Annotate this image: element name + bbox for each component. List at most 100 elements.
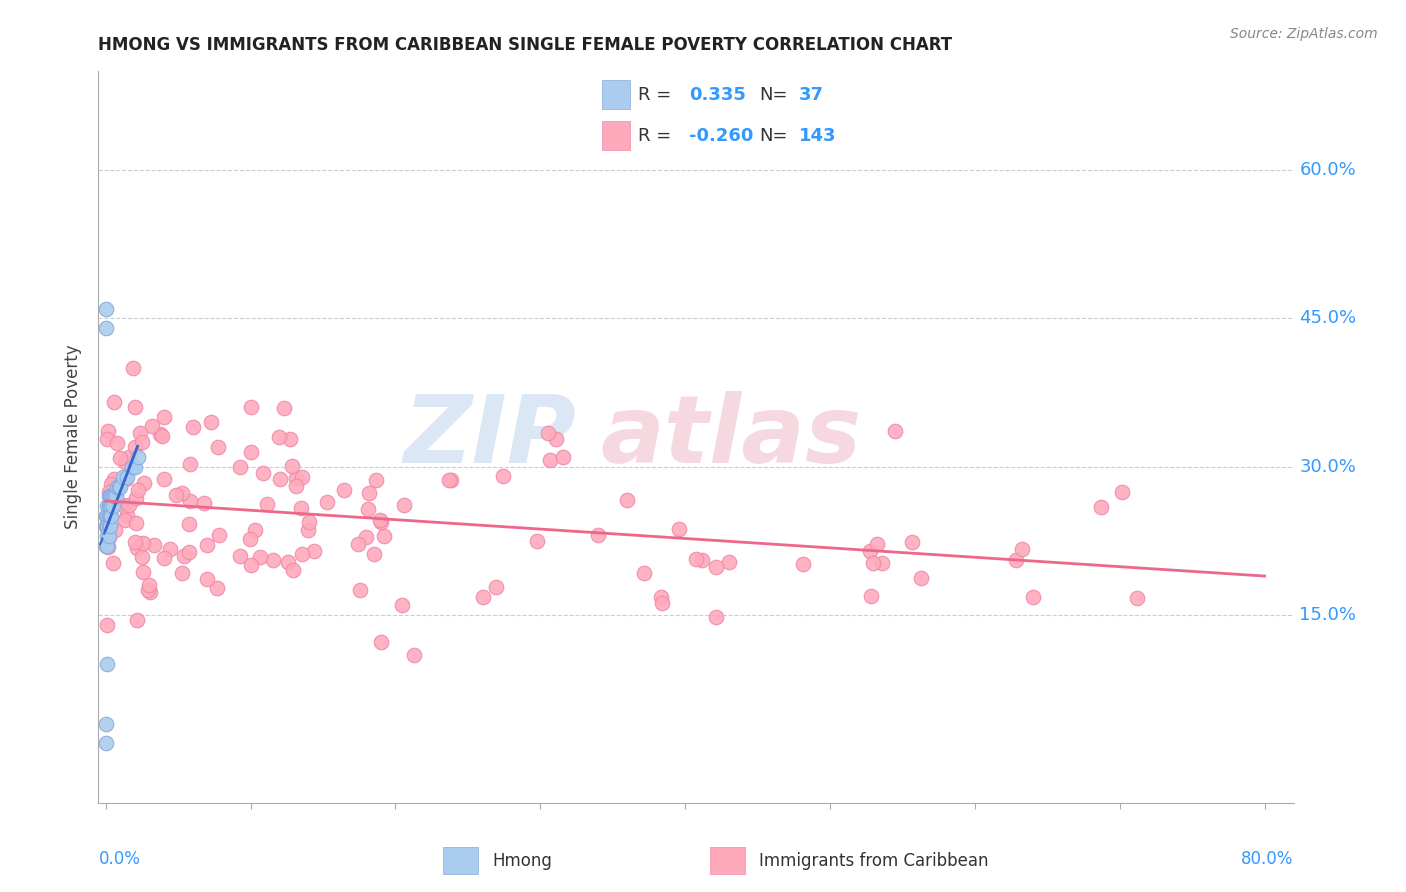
Point bbox=[1004, 553, 1026, 567]
Point bbox=[239, 533, 262, 547]
Point bbox=[131, 435, 153, 450]
Point bbox=[485, 580, 508, 594]
Point bbox=[96, 519, 118, 533]
Point bbox=[97, 509, 120, 524]
Point bbox=[124, 459, 146, 474]
Point bbox=[277, 556, 299, 570]
Point bbox=[1022, 591, 1045, 605]
Point bbox=[97, 519, 120, 533]
Point bbox=[101, 500, 124, 514]
Point bbox=[103, 472, 125, 486]
Text: 30.0%: 30.0% bbox=[1299, 458, 1357, 475]
Text: Immigrants from Caribbean: Immigrants from Caribbean bbox=[759, 852, 988, 870]
Point bbox=[97, 424, 120, 438]
Point bbox=[173, 549, 195, 564]
Point bbox=[98, 489, 121, 503]
Point bbox=[243, 524, 266, 538]
Point bbox=[239, 558, 262, 572]
Point bbox=[208, 528, 231, 542]
Point bbox=[368, 512, 391, 526]
Point bbox=[96, 432, 118, 446]
Point bbox=[98, 519, 121, 533]
Point bbox=[100, 476, 122, 491]
Point bbox=[121, 459, 143, 474]
Point bbox=[153, 551, 176, 566]
Point bbox=[96, 500, 118, 514]
Point bbox=[792, 557, 814, 571]
Point bbox=[200, 415, 222, 429]
Point bbox=[252, 466, 274, 480]
Point bbox=[685, 552, 707, 566]
Point bbox=[108, 479, 131, 493]
Point bbox=[125, 491, 148, 506]
Text: 80.0%: 80.0% bbox=[1241, 850, 1294, 868]
Point bbox=[149, 426, 172, 441]
Point bbox=[540, 452, 562, 467]
Point bbox=[104, 483, 127, 498]
Point bbox=[704, 609, 727, 624]
Point bbox=[94, 519, 117, 533]
Point bbox=[94, 509, 117, 524]
Point bbox=[112, 469, 135, 483]
Point bbox=[228, 460, 250, 475]
Point bbox=[692, 553, 714, 567]
Point bbox=[94, 321, 117, 335]
Point bbox=[357, 502, 380, 516]
Point bbox=[127, 541, 149, 555]
Point bbox=[239, 401, 262, 415]
Point bbox=[101, 489, 124, 503]
Point bbox=[910, 571, 932, 585]
Point bbox=[114, 513, 136, 527]
Point bbox=[269, 430, 291, 444]
Point bbox=[96, 657, 118, 672]
Point bbox=[152, 410, 174, 425]
Point bbox=[391, 598, 413, 612]
Point bbox=[177, 545, 200, 559]
Point bbox=[118, 450, 141, 464]
Point bbox=[159, 542, 181, 557]
Point bbox=[298, 515, 321, 529]
Text: R =: R = bbox=[638, 86, 672, 103]
Point bbox=[526, 533, 548, 548]
Point bbox=[97, 530, 120, 544]
Text: HMONG VS IMMIGRANTS FROM CARIBBEAN SINGLE FEMALE POVERTY CORRELATION CHART: HMONG VS IMMIGRANTS FROM CARIBBEAN SINGL… bbox=[98, 36, 952, 54]
Bar bbox=[443, 847, 478, 874]
Point bbox=[98, 500, 121, 514]
Point bbox=[131, 565, 153, 579]
Point bbox=[440, 473, 463, 487]
Point bbox=[704, 559, 727, 574]
Point bbox=[249, 550, 271, 565]
Point bbox=[285, 479, 308, 493]
Point bbox=[153, 472, 176, 486]
Point bbox=[139, 585, 162, 599]
Point bbox=[862, 556, 884, 570]
Point bbox=[866, 537, 889, 551]
Point bbox=[546, 433, 568, 447]
Point bbox=[97, 489, 120, 503]
Point bbox=[356, 530, 378, 544]
Point bbox=[229, 549, 252, 563]
Point bbox=[105, 479, 128, 493]
Point bbox=[1090, 500, 1112, 514]
Text: N=: N= bbox=[759, 86, 787, 103]
Point bbox=[297, 523, 319, 537]
Point bbox=[127, 483, 149, 498]
Text: 45.0%: 45.0% bbox=[1299, 310, 1357, 327]
Point bbox=[94, 716, 117, 731]
Point bbox=[138, 582, 160, 597]
Point bbox=[883, 424, 905, 438]
Text: 15.0%: 15.0% bbox=[1299, 606, 1357, 624]
Point bbox=[138, 578, 160, 592]
Point bbox=[537, 426, 560, 441]
Point bbox=[668, 522, 690, 536]
Point bbox=[179, 516, 201, 531]
Point bbox=[97, 500, 120, 514]
Point bbox=[117, 469, 139, 483]
Point bbox=[112, 499, 135, 513]
Point bbox=[141, 418, 163, 433]
Point bbox=[291, 470, 314, 484]
Point bbox=[291, 547, 314, 561]
Point bbox=[94, 301, 117, 316]
Point bbox=[100, 509, 122, 524]
Point bbox=[290, 501, 312, 516]
